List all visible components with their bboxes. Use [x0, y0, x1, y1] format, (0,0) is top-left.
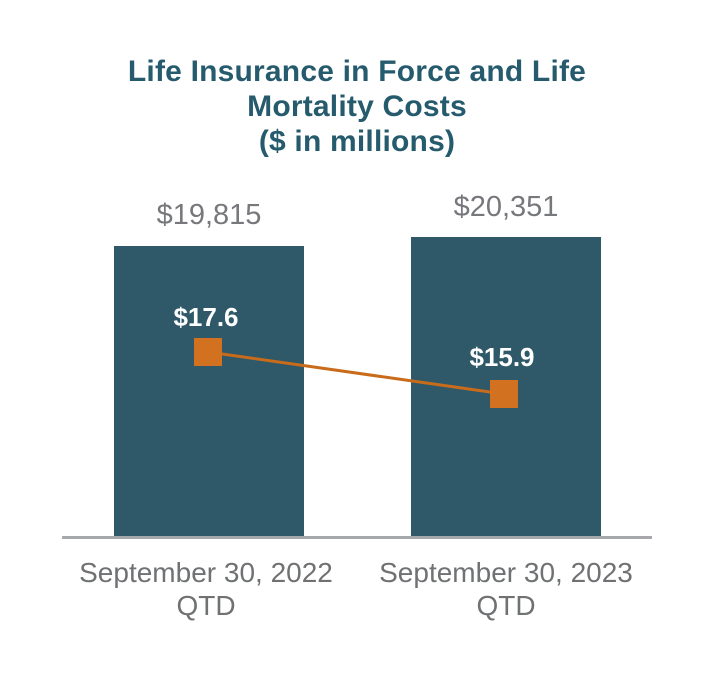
category-label-2023-line1: September 30, 2023	[379, 557, 633, 588]
line-value-label-2022: $17.6	[173, 302, 239, 332]
category-label-2023: September 30, 2023 QTD	[356, 556, 656, 622]
chart-title-line3: ($ in millions)	[258, 125, 456, 158]
chart-title-line2: Mortality Costs	[247, 90, 467, 123]
bar-value-label-2022: $19,815	[156, 199, 262, 231]
line-marker-2022	[194, 338, 222, 366]
x-axis-line	[62, 536, 652, 539]
category-label-2022-line2: QTD	[176, 590, 236, 621]
bar-2022	[114, 246, 304, 537]
chart-title-line1: Life Insurance in Force and Life	[127, 55, 587, 88]
line-value-label-2023: $15.9	[469, 342, 535, 372]
category-label-2022: September 30, 2022 QTD	[56, 556, 356, 622]
line-marker-2023	[490, 380, 518, 408]
category-label-2023-line2: QTD	[476, 590, 536, 621]
category-label-2022-line1: September 30, 2022	[79, 557, 333, 588]
chart-title: Life Insurance in Force and Life Mortali…	[0, 54, 714, 159]
bar-value-label-2023: $20,351	[453, 191, 559, 223]
